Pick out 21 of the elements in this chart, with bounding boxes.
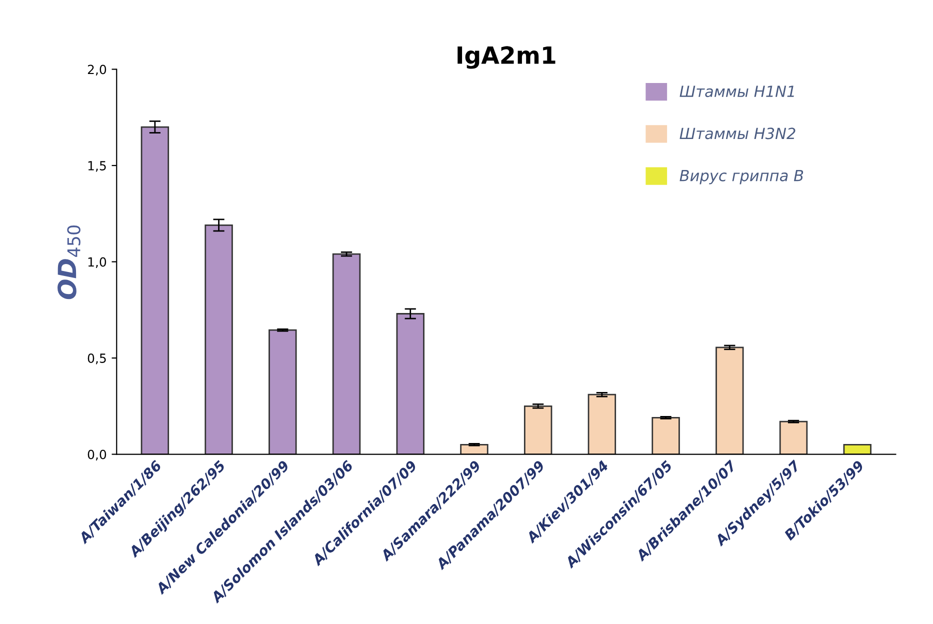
bar bbox=[332, 253, 361, 454]
legend-label: Вирус гриппа B bbox=[680, 170, 804, 184]
y-tick-label: 0,0 bbox=[88, 450, 106, 460]
y-tick-label: 1,0 bbox=[88, 257, 106, 268]
bar bbox=[396, 313, 424, 454]
bar bbox=[843, 444, 872, 454]
y-axis-title: OD$_{450}$ bbox=[58, 226, 80, 300]
bar bbox=[588, 394, 616, 454]
bar bbox=[524, 405, 552, 454]
bar bbox=[140, 126, 170, 454]
bar bbox=[652, 417, 680, 454]
bar bbox=[204, 224, 233, 454]
legend-label: Штаммы H3N2 bbox=[680, 128, 796, 140]
y-tick-label: 2,0 bbox=[88, 64, 106, 76]
bar bbox=[716, 346, 744, 454]
y-tick-label: 1,5 bbox=[88, 161, 106, 172]
chart-title: IgA2m1 bbox=[458, 46, 556, 69]
bar bbox=[268, 329, 297, 454]
y-tick-label: 0,5 bbox=[88, 353, 106, 364]
legend-label: Штаммы H1N1 bbox=[680, 86, 794, 98]
bar bbox=[779, 420, 808, 454]
